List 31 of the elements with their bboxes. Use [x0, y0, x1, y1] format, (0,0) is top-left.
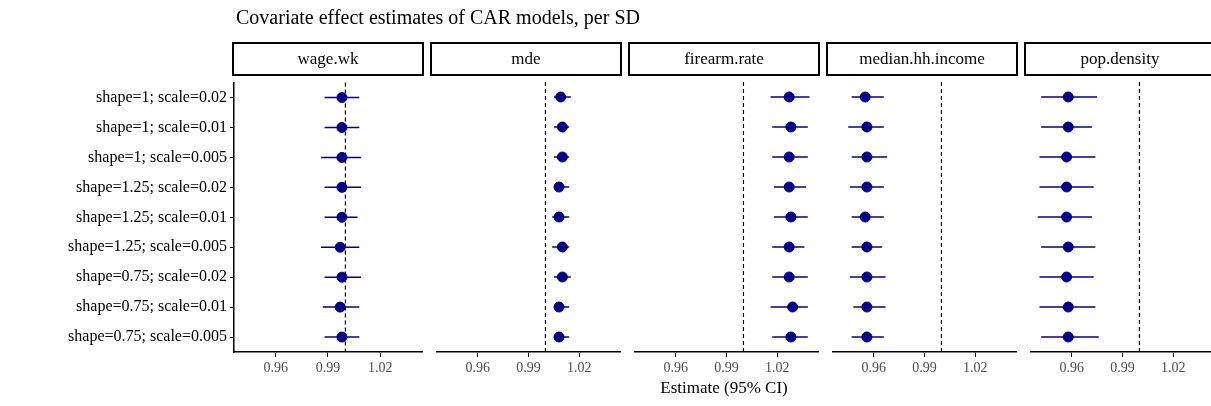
x-tick-label: 0.96 — [465, 360, 490, 376]
chart-subtitle: firearm.rate — [628, 42, 820, 76]
x-tick-label: 1.02 — [765, 360, 790, 376]
y-tick-label: shape=1; scale=0.02 — [96, 87, 227, 106]
x-tick-label: 0.99 — [516, 360, 541, 376]
x-tick-label: 0.99 — [714, 360, 739, 376]
y-tick-label: shape=1.25; scale=0.02 — [76, 177, 227, 196]
y-tick-label: shape=1; scale=0.005 — [88, 147, 227, 166]
y-tick-label: shape=0.75; scale=0.005 — [68, 327, 227, 346]
chart-title: Covariate effect estimates of CAR models, per SD — [236, 6, 640, 29]
x-tick-label: 0.96 — [263, 360, 289, 376]
x-tick-label: 0.99 — [912, 360, 937, 376]
x-tick-label: 0.99 — [1110, 360, 1135, 376]
y-tick-label: shape=1; scale=0.01 — [96, 117, 227, 136]
y-tick-label: shape=1.25; scale=0.01 — [76, 207, 227, 226]
x-tick-label: 0.99 — [315, 360, 341, 376]
x-tick-label: 1.02 — [567, 360, 592, 376]
x-tick-label: 1.02 — [963, 360, 988, 376]
y-tick-label: shape=0.75; scale=0.02 — [76, 267, 227, 286]
chart-subtitle: wage.wk — [232, 42, 424, 76]
chart-subtitle: pop.density — [1024, 42, 1211, 76]
x-tick-label: 0.96 — [861, 360, 886, 376]
x-tick-label: 1.02 — [1161, 360, 1186, 376]
chart-subtitle: mde — [430, 42, 622, 76]
x-tick-label: 0.96 — [663, 360, 688, 376]
y-tick-label: shape=0.75; scale=0.01 — [76, 297, 227, 316]
chart-subtitle: median.hh.income — [826, 42, 1018, 76]
x-tick-label: 0.96 — [1059, 360, 1084, 376]
y-tick-label: shape=1.25; scale=0.005 — [68, 237, 227, 256]
x-axis-title: Estimate (95% CI) — [659, 378, 789, 398]
x-tick-label: 1.02 — [367, 360, 393, 376]
